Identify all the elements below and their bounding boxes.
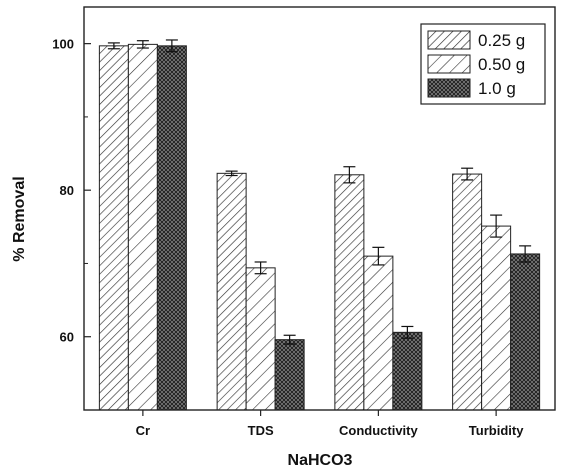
x-axis-title: NaHCO3: [288, 452, 353, 469]
y-tick-label-2: 100: [52, 37, 74, 52]
x-tick-label-1: TDS: [248, 423, 274, 438]
y-tick-label-0: 60: [60, 330, 74, 345]
legend-swatch-2: [427, 78, 471, 98]
error-bars-layer: [107, 39, 532, 345]
x-tick-label-0: Cr: [136, 423, 150, 438]
error-bar-2-0: [343, 166, 356, 184]
bar-3-1: [481, 225, 512, 411]
legend-label-0: 0.25 g: [478, 31, 525, 50]
bar-2-2: [392, 331, 423, 411]
error-bar-3-0: [461, 167, 474, 181]
bar-1-0: [216, 172, 247, 411]
error-bar-3-2: [519, 245, 532, 263]
error-bar-2-1: [372, 246, 385, 266]
y-tick-label-1: 80: [60, 183, 74, 198]
y-axis-title: % Removal: [11, 176, 28, 261]
bar-3-0: [452, 173, 483, 411]
bar-3-2: [510, 253, 541, 411]
legend-label-2: 1.0 g: [478, 79, 516, 98]
error-bar-2-2: [401, 325, 414, 339]
legend-label-1: 0.50 g: [478, 55, 525, 74]
error-bar-1-2: [283, 334, 296, 345]
x-axis: Cr TDS Conductivity Turbidity: [136, 410, 524, 438]
bar-2-0: [334, 174, 365, 411]
x-tick-label-3: Turbidity: [469, 423, 524, 438]
legend: 0.25 g 0.50 g 1.0 g: [420, 23, 546, 105]
bar-1-1: [245, 267, 276, 411]
x-tick-label-2: Conductivity: [339, 423, 418, 438]
plot-frame: [83, 6, 556, 411]
error-bar-1-1: [254, 261, 267, 275]
legend-swatch-1: [427, 54, 471, 74]
error-bar-0-2: [165, 39, 178, 53]
bar-0-0: [98, 45, 129, 411]
error-bar-0-0: [107, 42, 120, 50]
legend-swatch-0: [427, 30, 471, 50]
y-axis: 60 80 100: [52, 37, 91, 345]
bar-1-2: [274, 339, 305, 411]
bar-2-1: [363, 255, 394, 411]
bar-0-2: [156, 45, 187, 411]
error-bar-3-1: [490, 214, 503, 238]
error-bar-1-0: [225, 170, 238, 177]
bar-0-1: [127, 43, 158, 411]
error-bar-0-1: [136, 40, 149, 49]
